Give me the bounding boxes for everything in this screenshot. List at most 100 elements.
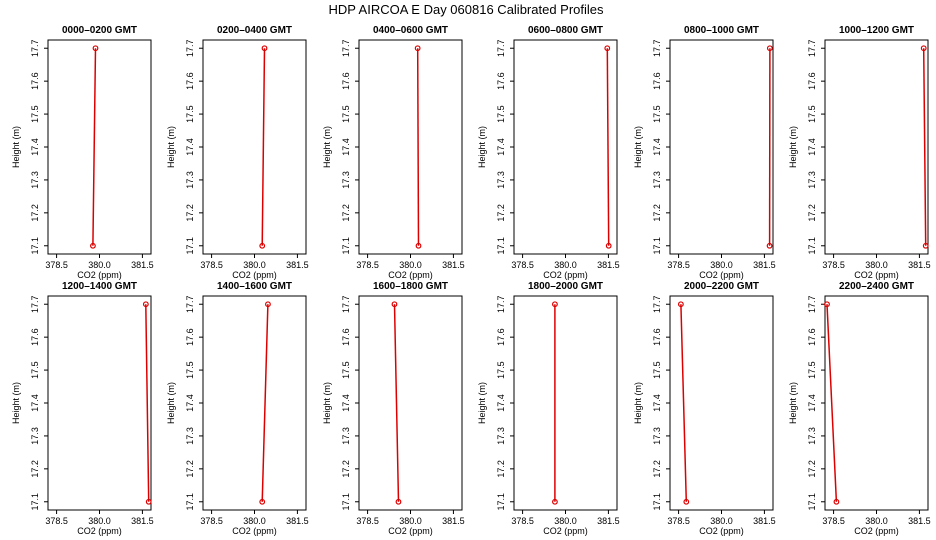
plot-frame: [513, 39, 618, 255]
chart-panel: 2000–2200 GMT 378.5 380.0 381.5 17.1 17.2 17.3…: [633, 281, 776, 536]
panel-title: 1600–1800 GMT: [373, 281, 448, 292]
data-point: [415, 242, 422, 249]
x-tick-label: 380.0: [554, 516, 577, 526]
y-tick-label: 17.6: [652, 72, 662, 90]
y-tick-label: 17.7: [341, 39, 351, 57]
data-point: [92, 45, 99, 52]
x-tick-label: 381.5: [442, 260, 465, 270]
y-tick-label: 17.7: [30, 295, 40, 313]
y-tick-label: 17.2: [807, 460, 817, 478]
x-axis-label: CO2 (ppm): [388, 270, 433, 280]
y-tick-label: 17.4: [185, 138, 195, 156]
y-tick-label: 17.6: [30, 328, 40, 346]
x-tick-label: 381.5: [597, 516, 620, 526]
data-point: [683, 498, 690, 505]
y-tick-label: 17.2: [30, 204, 40, 222]
y-tick-label: 17.7: [185, 39, 195, 57]
plot-frame: [202, 39, 307, 255]
x-tick-label: 378.5: [45, 260, 68, 270]
x-axis-label: CO2 (ppm): [232, 270, 277, 280]
y-tick-label: 17.1: [185, 237, 195, 255]
y-tick-label: 17.4: [496, 394, 506, 412]
y-tick-label: 17.3: [807, 171, 817, 189]
x-tick-label: 380.0: [88, 260, 111, 270]
y-tick-label: 17.7: [807, 39, 817, 57]
chart-panel: 0400–0600 GMT 378.5 380.0 381.5 17.1 17.2 17.3…: [322, 25, 465, 280]
x-tick-label: 378.5: [200, 516, 223, 526]
y-axis-label: Height (m): [166, 382, 176, 424]
x-tick-label: 378.5: [511, 260, 534, 270]
x-tick-label: 380.0: [865, 260, 888, 270]
x-tick-label: 380.0: [399, 516, 422, 526]
y-tick-label: 17.2: [807, 204, 817, 222]
y-tick-label: 17.7: [341, 295, 351, 313]
chart-panel: 1400–1600 GMT 378.5 380.0 381.5 17.1 17.2 17.3…: [166, 281, 309, 536]
x-axis-label: CO2 (ppm): [854, 270, 899, 280]
y-tick-label: 17.6: [185, 72, 195, 90]
data-point: [605, 242, 612, 249]
y-tick-label: 17.2: [652, 204, 662, 222]
x-tick-label: 380.0: [554, 260, 577, 270]
y-tick-label: 17.7: [30, 39, 40, 57]
y-tick-label: 17.6: [341, 72, 351, 90]
profile-line: [826, 304, 838, 502]
x-tick-label: 378.5: [667, 260, 690, 270]
x-axis-label: CO2 (ppm): [854, 526, 899, 536]
y-tick-label: 17.1: [496, 493, 506, 511]
y-tick-label: 17.1: [652, 237, 662, 255]
data-point: [824, 301, 830, 308]
data-point: [145, 498, 152, 505]
panel-title: 0600–0800 GMT: [528, 25, 603, 36]
y-tick-label: 17.2: [652, 460, 662, 478]
y-tick-label: 17.1: [341, 237, 351, 255]
figure-title: HDP AIRCOA E Day 060816 Calibrated Profi…: [328, 2, 604, 17]
data-point: [395, 498, 402, 505]
plot-frame: [47, 295, 152, 511]
data-point: [677, 301, 684, 308]
plot-frame: [513, 295, 618, 511]
y-tick-label: 17.3: [341, 171, 351, 189]
y-tick-label: 17.4: [807, 138, 817, 156]
y-tick-label: 17.2: [496, 460, 506, 478]
y-tick-label: 17.5: [30, 361, 40, 379]
y-axis-label: Height (m): [322, 382, 332, 424]
chart-panel: 1200–1400 GMT 378.5 380.0 381.5 17.1 17.2 17.3…: [11, 281, 154, 536]
y-tick-label: 17.1: [807, 493, 817, 511]
y-tick-label: 17.4: [341, 138, 351, 156]
x-tick-label: 381.5: [908, 260, 931, 270]
y-tick-label: 17.5: [496, 361, 506, 379]
y-tick-label: 17.6: [807, 328, 817, 346]
plot-frame: [358, 39, 463, 255]
panel-title: 2000–2200 GMT: [684, 281, 759, 292]
plot-frame: [669, 39, 774, 255]
x-axis-label: CO2 (ppm): [77, 526, 122, 536]
data-point: [766, 242, 773, 249]
y-tick-label: 17.1: [185, 493, 195, 511]
data-point: [604, 45, 611, 52]
x-axis-label: CO2 (ppm): [232, 526, 277, 536]
data-point: [142, 301, 149, 308]
y-tick-label: 17.6: [807, 72, 817, 90]
y-tick-label: 17.4: [496, 138, 506, 156]
x-tick-label: 378.5: [667, 516, 690, 526]
y-tick-label: 17.5: [341, 105, 351, 123]
data-point: [391, 301, 398, 308]
y-tick-label: 17.4: [185, 394, 195, 412]
chart-panel: 1600–1800 GMT 378.5 380.0 381.5 17.1 17.2 17.3…: [322, 281, 465, 536]
y-tick-label: 17.3: [30, 427, 40, 445]
y-tick-label: 17.3: [496, 427, 506, 445]
panel-title: 1800–2000 GMT: [528, 281, 603, 292]
plot-frame: [824, 39, 929, 255]
chart-panel: 2200–2400 GMT 378.5 380.0 381.5 17.1 17.2 17.3…: [788, 281, 931, 536]
x-tick-label: 378.5: [356, 516, 379, 526]
y-tick-label: 17.1: [30, 237, 40, 255]
y-tick-label: 17.5: [652, 105, 662, 123]
y-tick-label: 17.5: [341, 361, 351, 379]
profile-line: [606, 48, 610, 246]
x-tick-label: 380.0: [710, 516, 733, 526]
y-tick-label: 17.1: [30, 493, 40, 511]
y-tick-label: 17.5: [652, 361, 662, 379]
panel-title: 1200–1400 GMT: [62, 281, 137, 292]
plot-frame: [202, 295, 307, 511]
y-tick-label: 17.5: [496, 105, 506, 123]
